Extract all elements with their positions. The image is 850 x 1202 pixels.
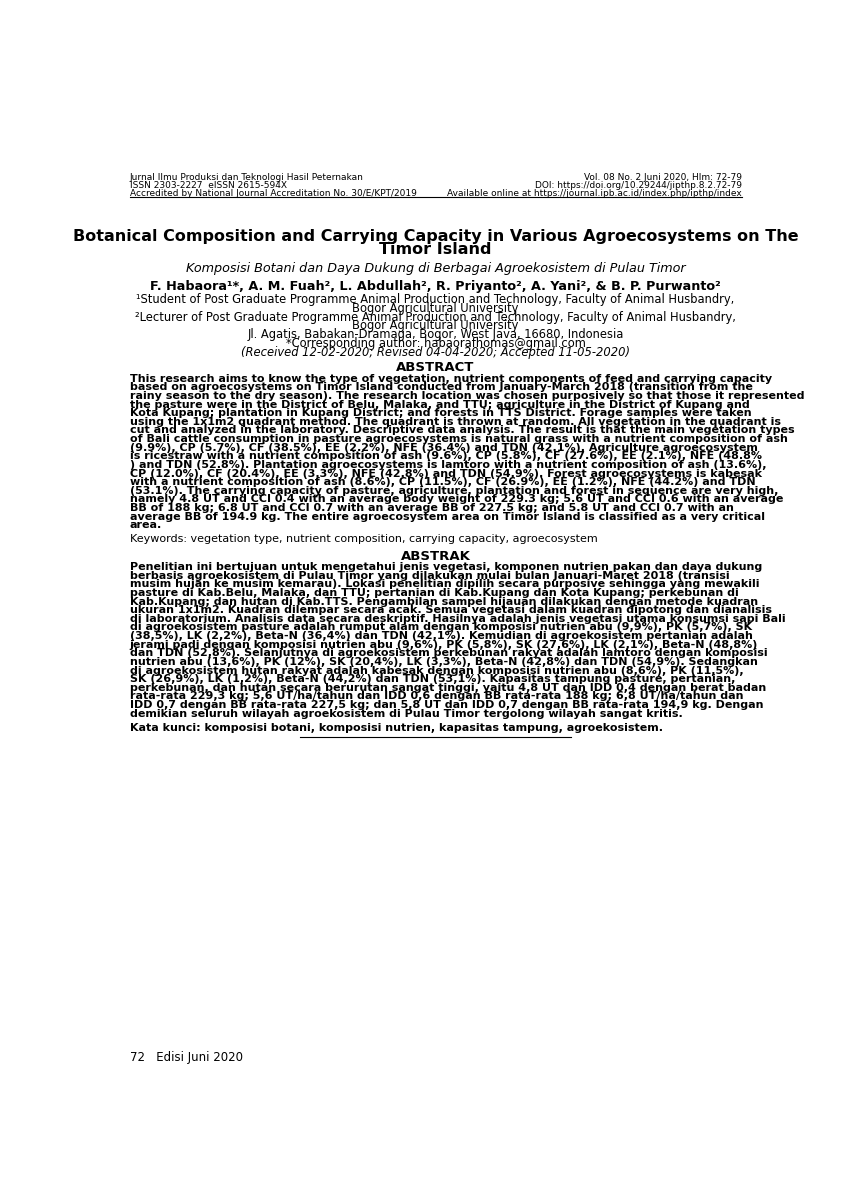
Text: based on agroecosystems on Timor Island conducted from January-March 2018 (trans: based on agroecosystems on Timor Island … (129, 382, 752, 392)
Text: IDD 0,7 dengan BB rata-rata 227,5 kg; dan 5,8 UT dan IDD 0,7 dengan BB rata-rata: IDD 0,7 dengan BB rata-rata 227,5 kg; da… (129, 700, 763, 710)
Text: the pasture were in the District of Belu, Malaka, and TTU; agriculture in the Di: the pasture were in the District of Belu… (129, 399, 749, 410)
Text: with a nutrient composition of ash (8.6%), CP (11.5%), CF (26.9%), EE (1.2%), NF: with a nutrient composition of ash (8.6%… (129, 477, 755, 487)
Text: ISSN 2303-2227  eISSN 2615-594X: ISSN 2303-2227 eISSN 2615-594X (129, 182, 286, 190)
Text: Jurnal Ilmu Produksi dan Teknologi Hasil Peternakan: Jurnal Ilmu Produksi dan Teknologi Hasil… (129, 173, 363, 183)
Text: nutrien abu (13,6%), PK (12%), SK (20,4%), LK (3,3%), Beta-N (42,8%) dan TDN (54: nutrien abu (13,6%), PK (12%), SK (20,4%… (129, 657, 757, 667)
Text: (9.9%), CP (5.7%), CF (38.5%), EE (2.2%), NFE (36.4%) and TDN (42.1%). Agricultu: (9.9%), CP (5.7%), CF (38.5%), EE (2.2%)… (129, 442, 757, 453)
Text: Botanical Composition and Carrying Capacity in Various Agroecosystems on The: Botanical Composition and Carrying Capac… (73, 228, 798, 244)
Text: demikian seluruh wilayah agroekosistem di Pulau Timor tergolong wilayah sangat k: demikian seluruh wilayah agroekosistem d… (129, 709, 683, 719)
Text: Available online at https://journal.ipb.ac.id/index.php/ipthp/index: Available online at https://journal.ipb.… (447, 189, 742, 198)
Text: ukuran 1x1m2. Kuadran dilempar secara acak. Semua vegetasi dalam kuadran dipoton: ukuran 1x1m2. Kuadran dilempar secara ac… (129, 605, 772, 615)
Text: using the 1x1m2 quadrant method. The quadrant is thrown at random. All vegetatio: using the 1x1m2 quadrant method. The qua… (129, 417, 780, 427)
Text: Keywords: vegetation type, nutrient composition, carrying capacity, agroecosyste: Keywords: vegetation type, nutrient comp… (129, 535, 598, 545)
Text: Kata kunci: komposisi botani, komposisi nutrien, kapasitas tampung, agroekosiste: Kata kunci: komposisi botani, komposisi … (129, 722, 662, 733)
Text: di laboratorium. Analisis data secara deskriptif. Hasilnya adalah jenis vegetasi: di laboratorium. Analisis data secara de… (129, 614, 785, 624)
Text: F. Habaora¹*, A. M. Fuah², L. Abdullah², R. Priyanto², A. Yani², & B. P. Purwant: F. Habaora¹*, A. M. Fuah², L. Abdullah²,… (150, 280, 721, 293)
Text: CP (12.0%), CF (20.4%), EE (3.3%), NFE (42.8%) and TDN (54.9%). Forest agroecosy: CP (12.0%), CF (20.4%), EE (3.3%), NFE (… (129, 469, 762, 478)
Text: musim hujan ke musim kemarau). Lokasi penelitian dipilih secara purposive sehing: musim hujan ke musim kemarau). Lokasi pe… (129, 579, 759, 589)
Text: Vol. 08 No. 2 Juni 2020, Hlm: 72-79: Vol. 08 No. 2 Juni 2020, Hlm: 72-79 (584, 173, 742, 183)
Text: Accredited by National Journal Accreditation No. 30/E/KPT/2019: Accredited by National Journal Accredita… (129, 189, 416, 198)
Text: rainy season to the dry season). The research location was chosen purposively so: rainy season to the dry season). The res… (129, 391, 804, 401)
Text: is ricestraw with a nutrient composition of ash (9.6%), CP (5.8%), CF (27.6%), E: is ricestraw with a nutrient composition… (129, 451, 762, 462)
Text: cut and analyzed in the laboratory. Descriptive data analysis. The result is tha: cut and analyzed in the laboratory. Desc… (129, 426, 794, 435)
Text: (38,5%), LK (2,2%), Beta-N (36,4%) dan TDN (42,1%). Kemudian di agroekosistem pe: (38,5%), LK (2,2%), Beta-N (36,4%) dan T… (129, 631, 752, 641)
Text: berbasis agroekosistem di Pulau Timor yang dilakukan mulai bulan Januari-Maret 2: berbasis agroekosistem di Pulau Timor ya… (129, 571, 729, 581)
Text: di agroekosistem pasture adalah rumput alam dengan komposisi nutrien abu (9,9%),: di agroekosistem pasture adalah rumput a… (129, 623, 751, 632)
Text: Penelitian ini bertujuan untuk mengetahui jenis vegetasi, komponen nutrien pakan: Penelitian ini bertujuan untuk mengetahu… (129, 563, 762, 572)
Text: average BB of 194.9 kg. The entire agroecosystem area on Timor Island is classif: average BB of 194.9 kg. The entire agroe… (129, 512, 764, 522)
Text: SK (26,9%), LK (1,2%), Beta-N (44,2%) dan TDN (53,1%). Kapasitas tampung pasture: SK (26,9%), LK (1,2%), Beta-N (44,2%) da… (129, 674, 735, 684)
Text: *Corresponding author: habaorafhomas@gmail.com: *Corresponding author: habaorafhomas@gma… (286, 337, 586, 350)
Text: ²Lecturer of Post Graduate Programme Animal Production and Technology, Faculty o: ²Lecturer of Post Graduate Programme Ani… (135, 310, 736, 323)
Text: ABSTRACT: ABSTRACT (396, 362, 475, 374)
Text: of Bali cattle consumption in pasture agroecosystems is natural grass with a nut: of Bali cattle consumption in pasture ag… (129, 434, 787, 444)
Text: Timor Island: Timor Island (379, 242, 492, 257)
Text: Komposisi Botani dan Daya Dukung di Berbagai Agroekosistem di Pulau Timor: Komposisi Botani dan Daya Dukung di Berb… (186, 262, 685, 275)
Text: Kab.Kupang; dan hutan di Kab.TTS. Pengambilan sampel hijauan dilakukan dengan me: Kab.Kupang; dan hutan di Kab.TTS. Pengam… (129, 596, 757, 607)
Text: di agroekosistem hutan rakyat adalah kabesak dengan komposisi nutrien abu (8,6%): di agroekosistem hutan rakyat adalah kab… (129, 666, 743, 676)
Text: pasture di Kab.Belu, Malaka, dan TTU; pertanian di Kab.Kupang dan Kota Kupang; p: pasture di Kab.Belu, Malaka, dan TTU; pe… (129, 588, 739, 597)
Text: rata-rata 229,3 kg; 5,6 UT/ha/tahun dan IDD 0,6 dengan BB rata-rata 188 kg; 6,8 : rata-rata 229,3 kg; 5,6 UT/ha/tahun dan … (129, 691, 743, 702)
Text: 72   Edisi Juni 2020: 72 Edisi Juni 2020 (129, 1052, 242, 1064)
Text: jerami padi dengan komposisi nutrien abu (9,6%), PK (5,8%), SK (27,6%), LK (2,1%: jerami padi dengan komposisi nutrien abu… (129, 639, 758, 649)
Text: Kota Kupang; plantation in Kupang District; and forests in TTS District. Forage : Kota Kupang; plantation in Kupang Distri… (129, 409, 751, 418)
Text: ) and TDN (52.8%). Plantation agroecosystems is lamtoro with a nutrient composit: ) and TDN (52.8%). Plantation agroecosys… (129, 460, 766, 470)
Text: DOI: https://doi.org/10.29244/jipthp.8.2.72-79: DOI: https://doi.org/10.29244/jipthp.8.2… (535, 182, 742, 190)
Text: dan TDN (52,8%). Selanjutnya di agroekosistem perkebunan rakyat adalah lamtoro d: dan TDN (52,8%). Selanjutnya di agroekos… (129, 648, 767, 659)
Text: area.: area. (129, 520, 162, 530)
Text: namely 4.8 UT and CCI 0.4 with an average body weight of 229.3 kg; 5.6 UT and CC: namely 4.8 UT and CCI 0.4 with an averag… (129, 494, 783, 505)
Text: Jl. Agatis, Babakan-Dramaga, Bogor, West Java, 16680, Indonesia: Jl. Agatis, Babakan-Dramaga, Bogor, West… (247, 328, 624, 341)
Text: (Received 12-02-2020; Revised 04-04-2020; Accepted 11-05-2020): (Received 12-02-2020; Revised 04-04-2020… (241, 346, 630, 359)
Text: Bogor Agricultural University: Bogor Agricultural University (353, 302, 518, 315)
Text: (53.1%). The carrying capacity of pasture, agriculture, plantation and forest in: (53.1%). The carrying capacity of pastur… (129, 486, 778, 495)
Text: Bogor Agricultural University: Bogor Agricultural University (353, 320, 518, 333)
Text: This research aims to know the type of vegetation, nutrient components of feed a: This research aims to know the type of v… (129, 374, 772, 383)
Text: ¹Student of Post Graduate Programme Animal Production and Technology, Faculty of: ¹Student of Post Graduate Programme Anim… (137, 293, 734, 305)
Text: perkebunan, dan hutan secara berurutan sangat tinggi, yaitu 4,8 UT dan IDD 0,4 d: perkebunan, dan hutan secara berurutan s… (129, 683, 766, 692)
Text: BB of 188 kg; 6.8 UT and CCI 0.7 with an average BB of 227.5 kg; and 5.8 UT and : BB of 188 kg; 6.8 UT and CCI 0.7 with an… (129, 504, 734, 513)
Text: ABSTRAK: ABSTRAK (400, 549, 471, 563)
